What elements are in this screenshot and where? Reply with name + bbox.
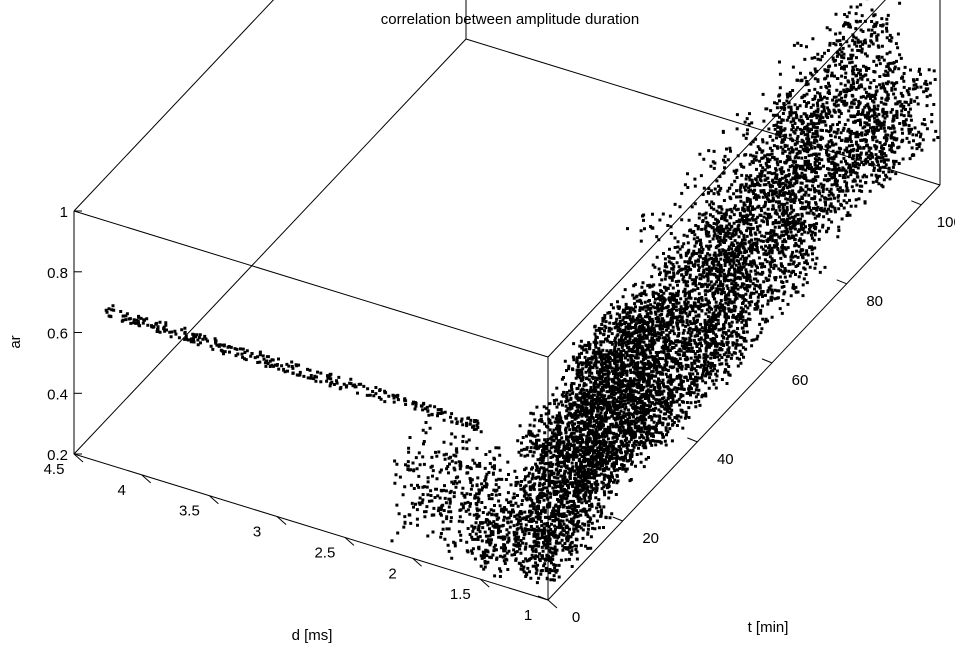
box-edge-top-front xyxy=(547,0,886,358)
chart-title: correlation between amplitude duration xyxy=(381,11,640,28)
x-axis-label: t [min] xyxy=(748,619,789,636)
y-tick-tick xyxy=(276,516,287,525)
y-tick-tick xyxy=(412,557,422,567)
data-cluster-6 xyxy=(769,3,901,259)
y-tick-tick xyxy=(141,474,152,484)
y-tick-label: 3 xyxy=(253,524,261,541)
data-cluster-3 xyxy=(562,288,667,509)
y-tick-tick xyxy=(547,599,558,609)
x-tick-label: 60 xyxy=(792,372,809,389)
y-tick-label: 1.5 xyxy=(450,586,471,603)
x-tick-tick xyxy=(836,279,847,285)
z-axis-label: ar xyxy=(7,335,24,348)
y-tick-label: 4 xyxy=(118,482,126,499)
box-edge-top-back xyxy=(73,0,274,212)
y-axis-label: d [ms] xyxy=(292,627,333,644)
z-tick-label: 0.6 xyxy=(47,326,68,343)
y-tick-tick xyxy=(344,537,355,546)
box-edge-floor-right xyxy=(465,38,941,186)
axis-ticks: 0.2 0.4 0.6 0.8 1 1 1.5 2 2.5 3 3.5 4 4.5 0 20 40 60 80 10… xyxy=(44,200,955,626)
data-cluster-10 xyxy=(626,0,902,243)
data-cluster-7 xyxy=(845,53,940,189)
y-tick-label: 4.5 xyxy=(44,461,65,478)
y-tick-tick xyxy=(479,578,490,588)
x-tick-label: 100 xyxy=(937,214,955,231)
y-tick-label: 3.5 xyxy=(179,503,200,520)
data-cluster-4 xyxy=(619,202,754,447)
box-edge-t-axis xyxy=(547,184,941,601)
x-tick-label: 40 xyxy=(717,451,734,468)
data-cluster-8 xyxy=(390,421,551,571)
box-edge-top-left xyxy=(73,210,549,358)
y-tick-tick xyxy=(73,453,84,463)
data-cluster-9 xyxy=(104,304,483,434)
x-tick-tick xyxy=(612,516,623,522)
y-tick-label: 1 xyxy=(524,607,532,624)
z-tick-label: 0.4 xyxy=(47,386,68,403)
x-tick-label: 80 xyxy=(866,293,883,310)
x-tick-label: 0 xyxy=(572,609,580,626)
x-tick-tick xyxy=(537,595,549,601)
x-tick-tick xyxy=(687,437,698,443)
box-edge-d-axis xyxy=(73,453,549,601)
box-edge-floor-back xyxy=(73,38,467,455)
y-tick-label: 2.5 xyxy=(314,544,335,561)
y-tick-label: 2 xyxy=(388,565,396,582)
z-tick-label: 0.8 xyxy=(47,265,68,282)
x-tick-tick xyxy=(911,200,922,206)
z-tick-label: 0.2 xyxy=(47,447,68,464)
z-tick-label: 1 xyxy=(60,204,68,221)
x-tick-label: 20 xyxy=(642,530,659,547)
axes-box-back xyxy=(73,0,941,455)
axes-box-front xyxy=(73,0,941,601)
x-tick-tick xyxy=(761,358,773,364)
data-points xyxy=(104,0,940,585)
y-tick-tick xyxy=(209,495,219,505)
